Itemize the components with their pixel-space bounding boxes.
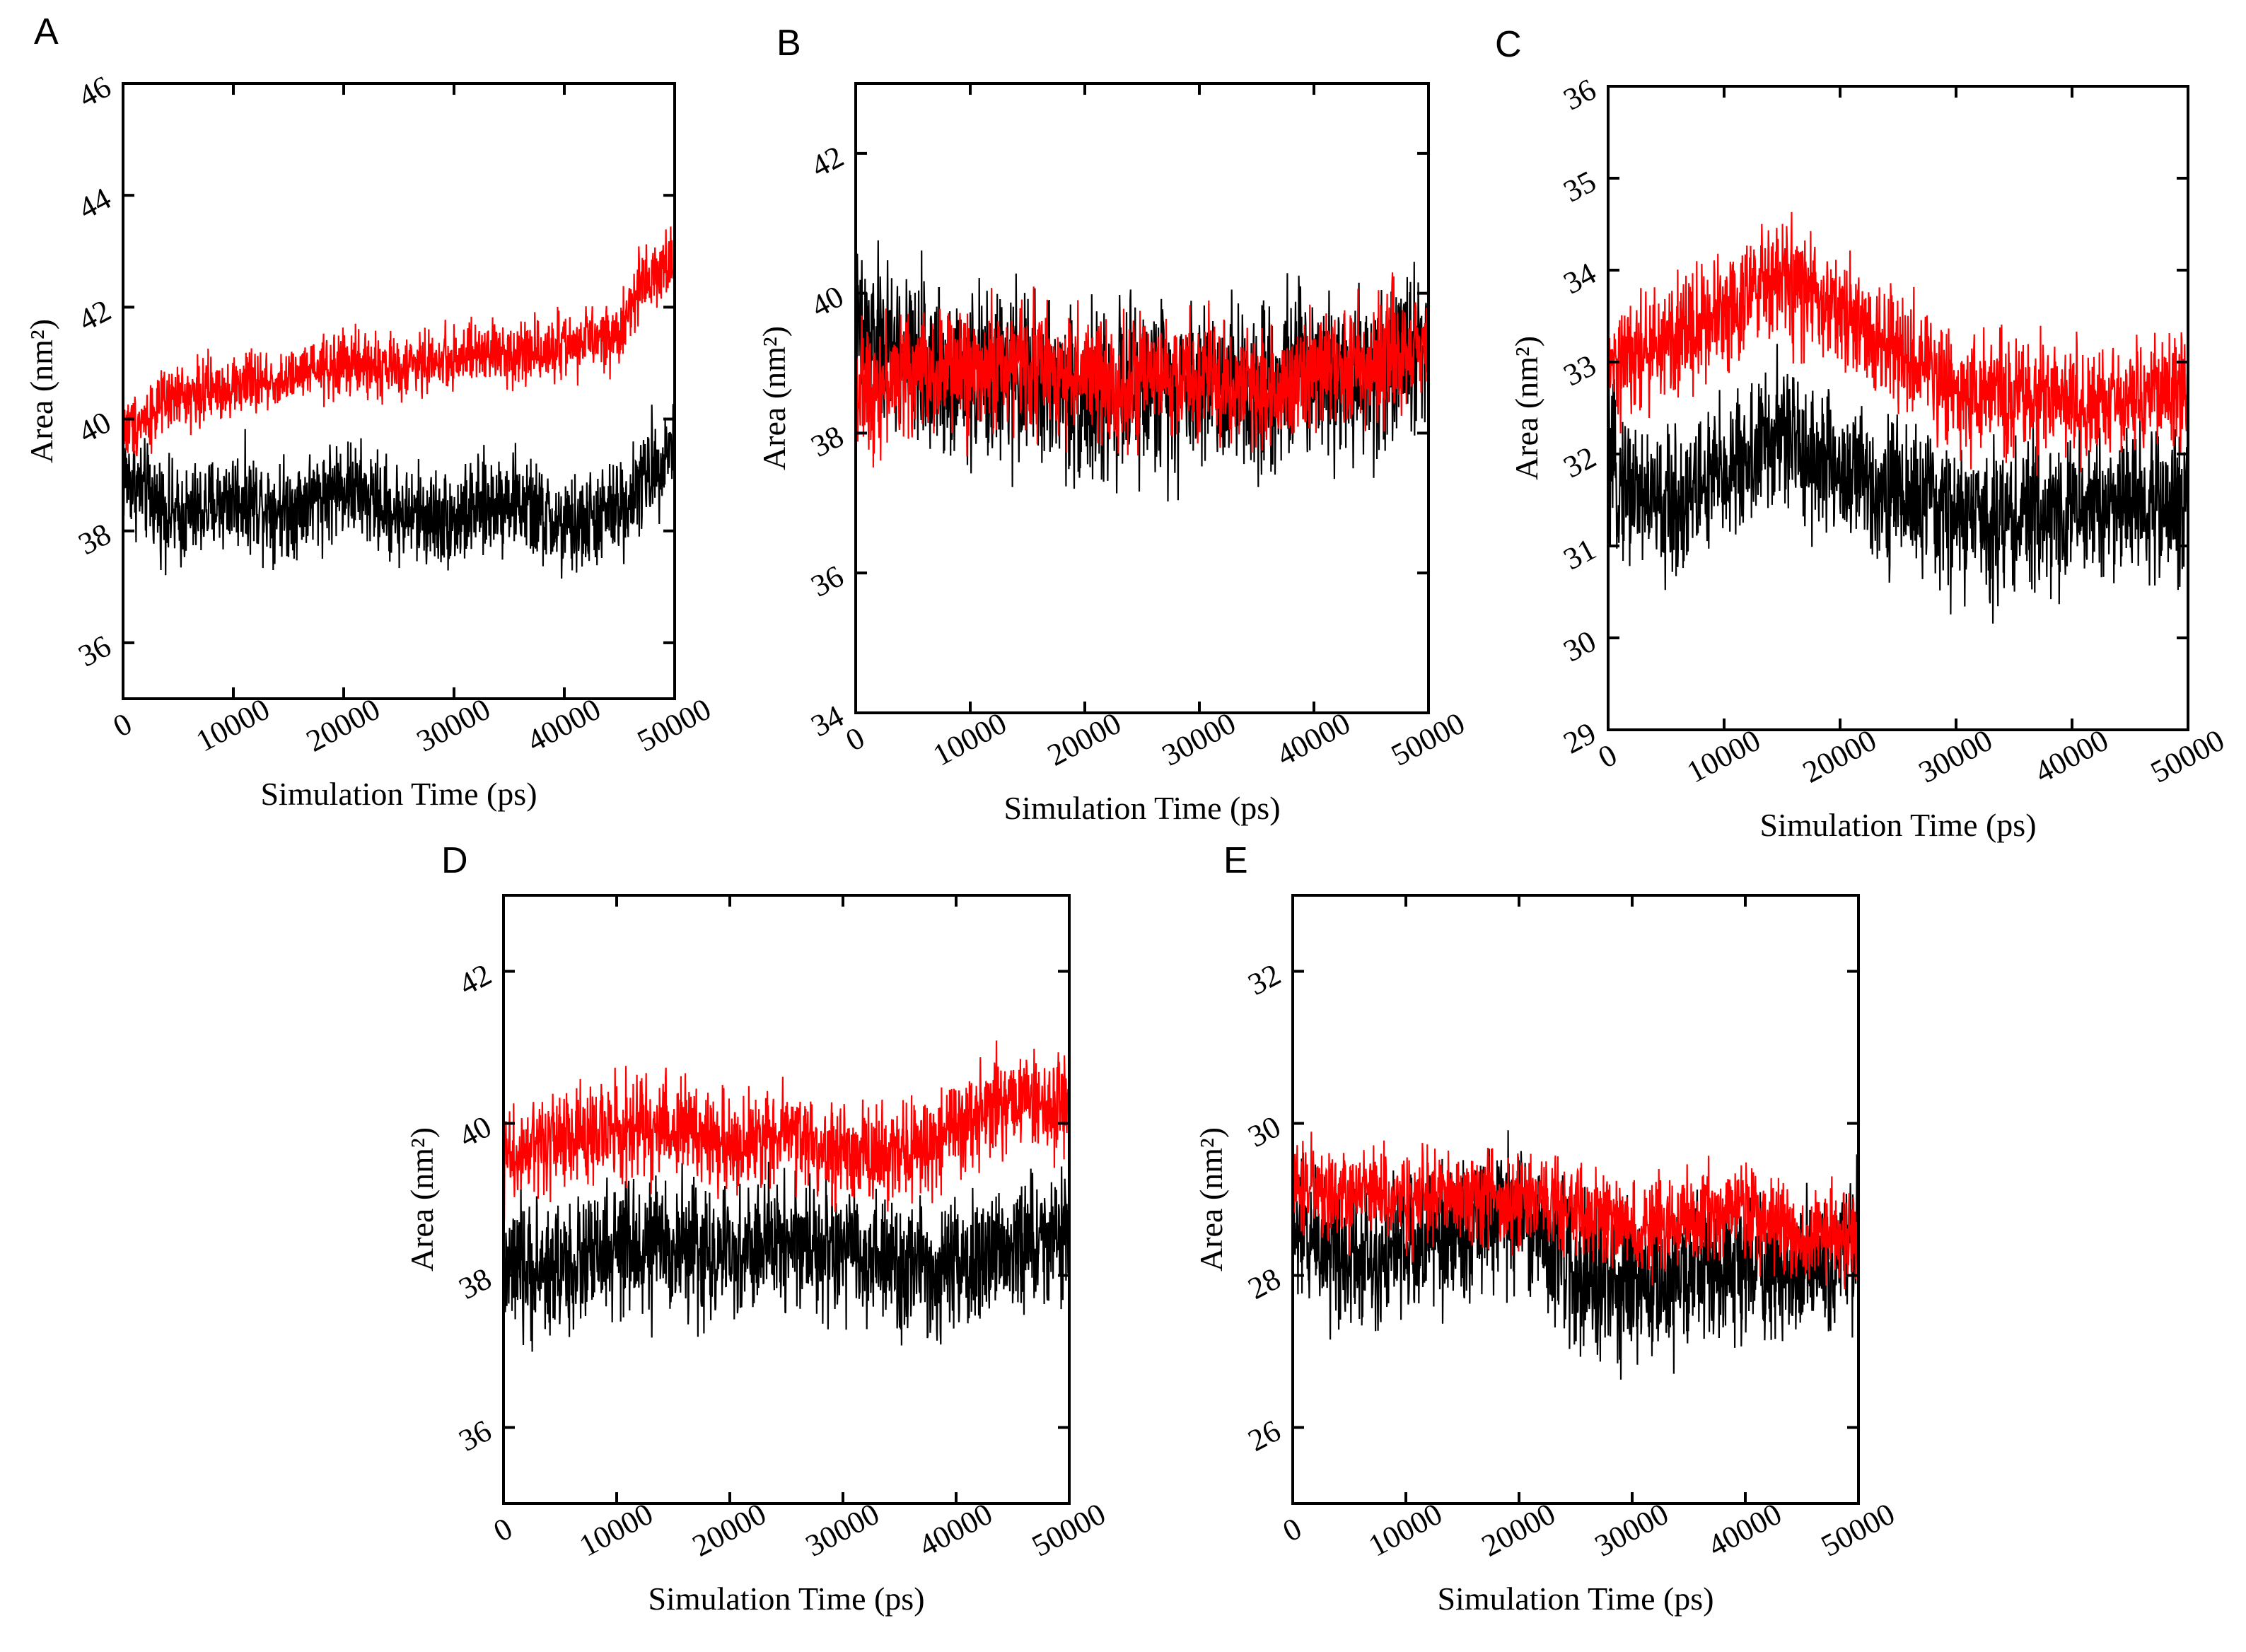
x-tick-label: 40000 <box>1271 706 1356 773</box>
y-tick-label: 26 <box>1243 1413 1286 1458</box>
y-tick-label: 46 <box>73 69 117 115</box>
y-tick-label: 29 <box>1558 716 1602 761</box>
y-tick-label: 33 <box>1558 348 1602 393</box>
panel-e: E 0 10000 20000 30000 40000 50000 26 28 30 32 Simul… <box>1193 840 1900 1617</box>
y-tick-label: 30 <box>1558 624 1602 669</box>
panel-letter: E <box>1223 840 1248 881</box>
x-tick-label: 30000 <box>1589 1496 1674 1564</box>
panel-d: D 0 10000 20000 30000 40000 50000 36 38 40 42 Simul… <box>404 840 1111 1617</box>
plot-frame <box>854 82 1430 714</box>
y-tick-label: 36 <box>73 628 117 673</box>
plot-frame <box>1291 894 1860 1505</box>
series-line-black <box>123 404 675 579</box>
series-line-red <box>504 1040 1069 1220</box>
y-tick-label: 32 <box>1558 440 1602 485</box>
series-line-red <box>123 226 675 457</box>
y-axis-title: Area (nm²) <box>756 326 792 470</box>
panel-c: C0 10000 20000 30000 40000 500002930313233343… <box>1495 24 2230 843</box>
x-tick-label: 20000 <box>1476 1496 1561 1564</box>
x-axis-title: Simulation Time (ps) <box>1437 1581 1713 1617</box>
x-tick-label: 10000 <box>574 1496 658 1564</box>
x-tick-label: 40000 <box>2029 723 2114 790</box>
x-tick-label: 10000 <box>1681 723 1766 790</box>
y-tick-label: 42 <box>453 957 497 1002</box>
panel-letter: B <box>776 23 801 64</box>
x-tick-label: 50000 <box>2145 723 2230 790</box>
x-tick-label: 20000 <box>1797 723 1882 790</box>
x-tick-label: 30000 <box>1156 706 1241 773</box>
y-tick-label: 36 <box>1558 72 1602 117</box>
y-tick-label: 38 <box>73 516 117 562</box>
plot-frame <box>502 894 1071 1505</box>
x-tick-label: 20000 <box>687 1496 772 1564</box>
x-tick-label: 10000 <box>1363 1496 1448 1564</box>
x-tick-label: 30000 <box>411 692 496 759</box>
series-line-red <box>1608 211 2188 476</box>
y-tick-label: 38 <box>453 1261 497 1306</box>
x-tick-label: 0 <box>107 706 137 744</box>
y-tick-label: 42 <box>805 139 849 184</box>
x-tick-label: 0 <box>488 1511 518 1549</box>
x-tick-label: 30000 <box>1913 723 1998 790</box>
x-axis-title: Simulation Time (ps) <box>1759 807 2036 843</box>
x-tick-label: 0 <box>1277 1511 1307 1549</box>
y-tick-label: 34 <box>1558 256 1602 301</box>
plot-frame <box>122 82 676 700</box>
x-tick-label: 50000 <box>1815 1496 1900 1564</box>
y-tick-label: 40 <box>453 1109 497 1154</box>
panel-a: A 0 10000 20000 30000 40000 50000 36 38 40 42 44 46 S… <box>23 11 716 812</box>
x-tick-label: 50000 <box>1385 706 1470 773</box>
y-axis-title: Area (nm²) <box>1508 336 1544 480</box>
series-line-red <box>1293 1132 1858 1289</box>
series-line-black <box>1608 344 2188 624</box>
x-tick-label: 10000 <box>190 692 275 759</box>
plot-frame <box>1607 85 2189 731</box>
x-tick-label: 40000 <box>1702 1496 1787 1564</box>
panel-letter: A <box>34 11 59 52</box>
panel-b: B0 10000 20000 30000 40000 500003436384042Sim… <box>756 23 1470 826</box>
y-tick-label: 31 <box>1558 532 1602 577</box>
panel-letter: C <box>1495 24 1522 65</box>
x-tick-label: 30000 <box>800 1496 885 1564</box>
y-tick-label: 30 <box>1243 1109 1286 1154</box>
y-axis-title: Area (nm²) <box>1193 1127 1229 1272</box>
y-tick-label: 34 <box>805 699 849 744</box>
y-tick-label: 36 <box>453 1413 497 1458</box>
panel-letter: D <box>441 840 468 881</box>
y-tick-label: 35 <box>1558 164 1602 209</box>
y-tick-label: 38 <box>805 419 849 464</box>
y-tick-label: 40 <box>73 405 117 450</box>
x-axis-title: Simulation Time (ps) <box>1003 790 1280 826</box>
x-tick-label: 10000 <box>927 706 1012 773</box>
x-tick-label: 50000 <box>632 692 716 759</box>
y-tick-label: 44 <box>73 181 117 226</box>
y-tick-label: 36 <box>805 559 849 604</box>
y-axis-title: Area (nm²) <box>23 319 59 463</box>
x-tick-label: 20000 <box>1042 706 1127 773</box>
x-tick-label: 40000 <box>521 692 606 759</box>
y-tick-label: 42 <box>73 293 117 338</box>
y-tick-label: 28 <box>1243 1261 1286 1306</box>
series-line-red <box>856 272 1429 470</box>
x-tick-label: 50000 <box>1026 1496 1111 1564</box>
series-line-black <box>504 1161 1069 1352</box>
x-axis-title: Simulation Time (ps) <box>648 1581 924 1617</box>
y-tick-label: 32 <box>1243 957 1286 1002</box>
x-axis-title: Simulation Time (ps) <box>260 776 537 812</box>
x-tick-label: 20000 <box>301 692 385 759</box>
x-tick-label: 40000 <box>913 1496 998 1564</box>
y-tick-label: 40 <box>805 279 849 324</box>
y-axis-title: Area (nm²) <box>404 1127 440 1272</box>
